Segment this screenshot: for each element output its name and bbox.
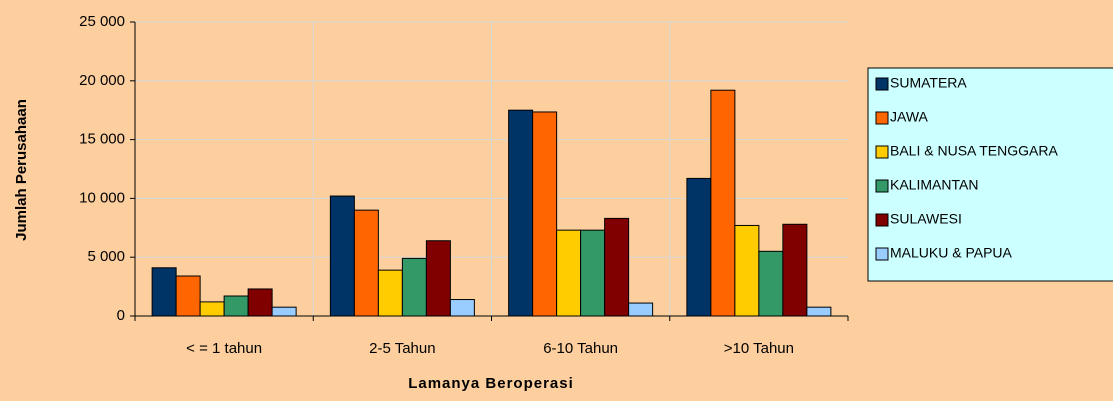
bar [223,295,249,317]
bar [710,89,736,317]
bar [734,224,760,317]
legend-label: SULAWESI [890,211,962,227]
x-tick-label: 2-5 Tahun [369,340,435,357]
bar [329,195,355,317]
bar [425,240,451,317]
bar [628,302,654,317]
bar [580,229,606,317]
bar [758,250,784,317]
bar [532,111,558,317]
bar [271,306,297,317]
bar [806,306,832,317]
bar [686,177,712,317]
bar [247,288,273,317]
bar [353,209,379,317]
legend-swatch [875,111,889,125]
legend-swatch [875,145,889,159]
bar [556,229,582,317]
bar [604,217,630,317]
bar [199,301,225,317]
y-tick-label: 10 000 [79,189,125,206]
y-tick-label: 0 [117,307,125,324]
legend-swatch [875,247,889,261]
x-tick-label: 6-10 Tahun [543,340,618,357]
bar [508,109,534,317]
x-axis-title: Lamanya Beroperasi [408,375,574,392]
legend-box [867,67,1113,282]
x-tick-label: >10 Tahun [724,340,794,357]
legend-label: SUMATERA [890,75,967,91]
y-axis-title: Jumlah Perusahaan [13,99,30,241]
y-tick-label: 20 000 [79,72,125,89]
x-tick-label: < = 1 tahun [186,340,262,357]
legend-swatch [875,77,889,91]
legend-label: JAWA [890,109,929,125]
bar [782,223,808,317]
bar [449,299,475,317]
legend-label: MALUKU & PAPUA [890,245,1013,261]
legend-swatch [875,179,889,193]
y-tick-label: 15 000 [79,131,125,148]
bar [151,267,177,317]
legend-label: KALIMANTAN [890,177,978,193]
legend-swatch [875,213,889,227]
bar [175,275,201,317]
bar [377,269,403,317]
bar [401,257,427,317]
y-tick-label: 5 000 [87,248,125,265]
y-tick-label: 25 000 [79,13,125,30]
legend-label: BALI & NUSA TENGGARA [890,143,1058,159]
